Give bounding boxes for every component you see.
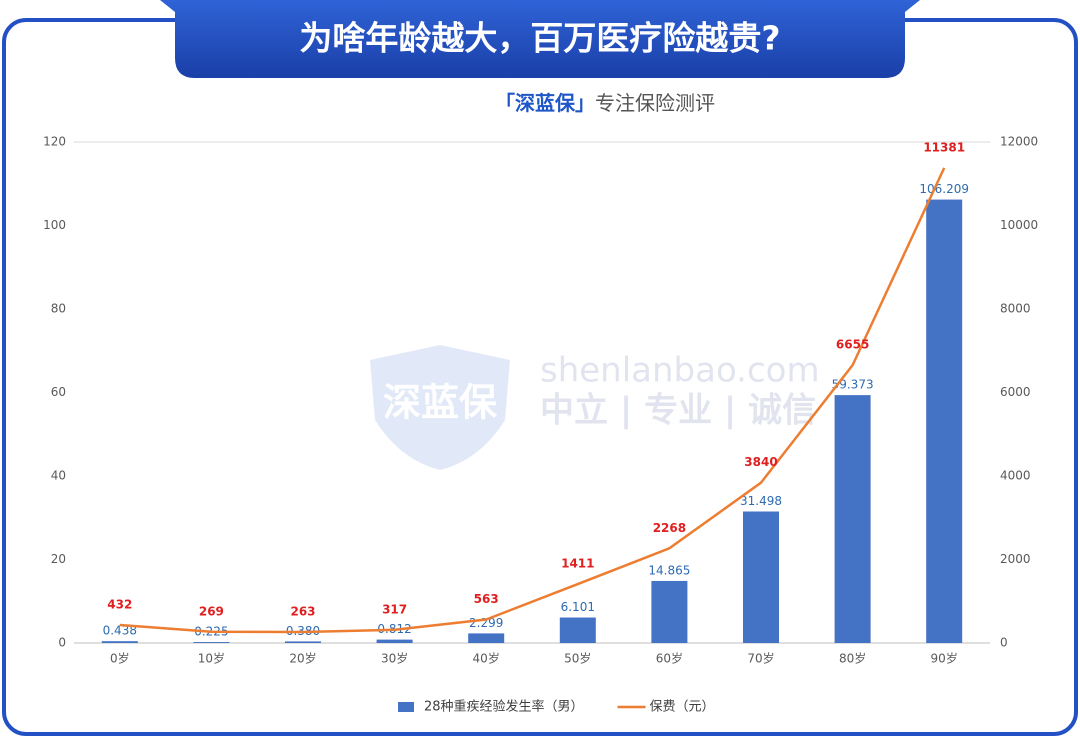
bar [376,639,413,643]
line-value-label: 1411 [561,557,594,571]
legend-label: 28种重疾经验发生率（男） [424,699,584,715]
line-value-label: 6655 [836,338,869,352]
x-tick-label: 0岁 [110,651,130,666]
line-value-label: 2268 [653,521,686,535]
x-tick-label: 60岁 [656,651,683,666]
bar [834,395,871,643]
watermark-logo: 深蓝保 [383,381,498,425]
x-tick-label: 90岁 [931,651,958,666]
y-tick-label: 80 [51,302,66,316]
watermark-motto: 中立 | 专业 | 诚信 [540,391,816,431]
x-tick-label: 40岁 [473,651,500,666]
watermark-site: shenlanbao.com [540,351,820,391]
bar-value-label: 31.498 [740,494,782,508]
watermark: 深蓝保 shenlanbao.com 中立 | 专业 | 诚信 [370,345,820,470]
line-value-label: 11381 [923,140,965,154]
bar [651,580,688,643]
bar-value-label: 6.101 [561,600,595,614]
legend-swatch [398,702,414,712]
legend-label: 保费（元） [650,700,715,715]
y2-tick-label: 4000 [1000,469,1031,483]
bar [926,199,963,643]
title-banner [160,0,920,78]
x-tick-label: 30岁 [381,651,408,666]
subtitle-text: 专注保险测评 [595,91,715,115]
x-tick-label: 70岁 [747,651,774,666]
line [119,167,946,634]
line-value-label: 432 [107,597,132,611]
x-tick-label: 10岁 [198,651,225,666]
y2-tick-label: 8000 [1000,302,1031,316]
y2-tick-label: 6000 [1000,385,1031,399]
y2-tick-label: 2000 [1000,552,1031,566]
chart-title: 为啥年龄越大，百万医疗险越贵? [299,19,780,58]
bar-value-label: 2.299 [469,616,503,630]
y2-tick-label: 12000 [1000,135,1038,149]
bar [101,641,138,643]
line-value-label: 269 [199,604,224,618]
subtitle-brand: 「深蓝保」 [495,91,595,115]
y-tick-label: 40 [51,469,66,483]
bar [743,511,779,643]
bar-value-label: 106.209 [919,182,969,196]
line-value-label: 563 [474,592,499,606]
bar-value-label: 14.865 [648,563,690,577]
y-tick-label: 120 [43,135,66,149]
bar-value-label: 0.438 [103,624,137,638]
bar [193,642,230,643]
y2-tick-label: 0 [1000,636,1008,650]
chart-subtitle: 「深蓝保」专注保险测评 [495,91,715,115]
y-tick-label: 60 [51,385,66,399]
x-tick-label: 80岁 [839,651,866,666]
bar [559,617,596,643]
y-tick-label: 20 [51,552,66,566]
bar [468,633,505,643]
watermark-shield [370,345,510,470]
bar-value-label: 59.373 [832,378,874,392]
y-tick-label: 100 [43,218,66,232]
x-tick-label: 50岁 [564,651,591,666]
line-value-label: 317 [382,602,407,616]
y2-tick-label: 10000 [1000,218,1038,232]
y-tick-label: 0 [58,636,66,650]
line-value-label: 3840 [744,455,777,469]
line-value-label: 263 [290,605,315,619]
x-tick-label: 20岁 [289,651,316,666]
bar [285,641,321,643]
